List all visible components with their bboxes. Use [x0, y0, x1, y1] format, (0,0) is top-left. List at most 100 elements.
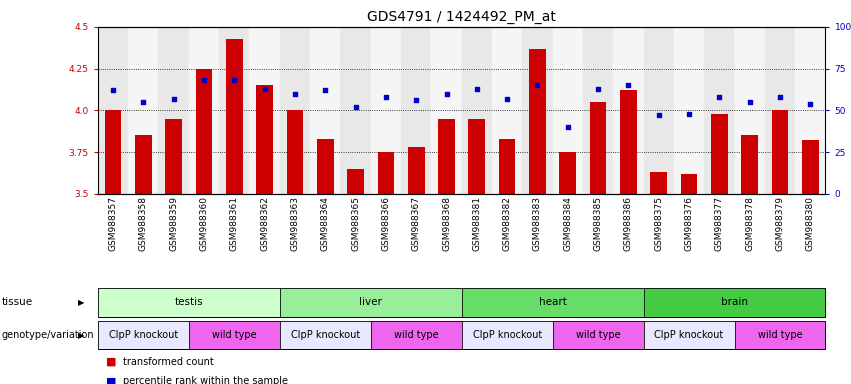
Point [774, 94, 787, 100]
Text: ▶: ▶ [78, 331, 85, 339]
Text: ClpP knockout: ClpP knockout [291, 330, 360, 340]
Text: ClpP knockout: ClpP knockout [654, 330, 723, 340]
Bar [98, 321, 189, 349]
Bar [523, 27, 552, 194]
Bar [643, 288, 825, 317]
Point [318, 87, 332, 93]
Bar [280, 321, 371, 349]
Point [591, 86, 605, 92]
Bar [189, 321, 280, 349]
Bar [765, 27, 795, 194]
Text: GSM988380: GSM988380 [806, 196, 814, 251]
Bar [226, 38, 243, 194]
Bar [105, 111, 122, 194]
Point [409, 97, 423, 103]
Title: GDS4791 / 1424492_PM_at: GDS4791 / 1424492_PM_at [368, 10, 556, 25]
Bar [802, 141, 819, 194]
Bar [499, 139, 516, 194]
Text: GSM988365: GSM988365 [351, 196, 360, 251]
Bar [378, 152, 394, 194]
Text: GSM988359: GSM988359 [169, 196, 178, 251]
Bar [135, 136, 151, 194]
Bar [431, 27, 461, 194]
Text: wild type: wild type [212, 330, 257, 340]
Bar [129, 27, 158, 194]
Text: GSM988357: GSM988357 [109, 196, 117, 251]
Text: GSM988364: GSM988364 [321, 196, 329, 251]
Bar [529, 49, 545, 194]
Bar [614, 27, 643, 194]
Bar [280, 288, 461, 317]
Bar [674, 27, 704, 194]
Text: GSM988385: GSM988385 [594, 196, 603, 251]
Bar [552, 27, 583, 194]
Text: ClpP knockout: ClpP knockout [109, 330, 178, 340]
Point [167, 96, 180, 102]
Bar [734, 321, 825, 349]
Text: GSM988379: GSM988379 [775, 196, 785, 251]
Bar [438, 119, 454, 194]
Bar [741, 136, 758, 194]
Point [531, 82, 545, 88]
Bar [408, 147, 425, 194]
Bar [371, 321, 461, 349]
Bar [469, 119, 485, 194]
Point [440, 91, 454, 97]
Bar [158, 27, 189, 194]
Text: wild type: wild type [394, 330, 438, 340]
Text: GSM988363: GSM988363 [290, 196, 300, 251]
Text: tissue: tissue [2, 297, 33, 308]
Text: GSM988360: GSM988360 [199, 196, 208, 251]
Bar [643, 321, 734, 349]
Bar [681, 174, 697, 194]
Bar [704, 27, 734, 194]
Text: percentile rank within the sample: percentile rank within the sample [123, 376, 288, 384]
Text: ▶: ▶ [78, 298, 85, 307]
Bar [461, 321, 552, 349]
Bar [256, 85, 273, 194]
Text: wild type: wild type [757, 330, 802, 340]
Text: GSM988386: GSM988386 [624, 196, 633, 251]
Bar [340, 27, 371, 194]
Point [106, 87, 120, 93]
Bar [711, 114, 728, 194]
Text: ■: ■ [106, 376, 117, 384]
Text: GSM988382: GSM988382 [503, 196, 511, 251]
Point [136, 99, 150, 105]
Point [227, 77, 241, 83]
Bar [590, 102, 607, 194]
Point [743, 99, 757, 105]
Bar [347, 169, 364, 194]
Point [288, 91, 302, 97]
Text: brain: brain [721, 297, 748, 308]
Bar [98, 288, 280, 317]
Bar [98, 27, 129, 194]
Bar [461, 288, 643, 317]
Bar [461, 27, 492, 194]
Bar [310, 27, 340, 194]
Bar [559, 152, 576, 194]
Point [349, 104, 363, 110]
Text: GSM988362: GSM988362 [260, 196, 269, 251]
Text: GSM988366: GSM988366 [381, 196, 391, 251]
Point [470, 86, 483, 92]
Text: liver: liver [359, 297, 382, 308]
Bar [620, 90, 637, 194]
Text: GSM988367: GSM988367 [412, 196, 420, 251]
Text: GSM988378: GSM988378 [745, 196, 754, 251]
Bar [165, 119, 182, 194]
Bar [196, 69, 212, 194]
Point [803, 101, 817, 107]
Bar [650, 172, 667, 194]
Point [197, 77, 211, 83]
Bar [287, 111, 303, 194]
Text: ■: ■ [106, 357, 117, 367]
Bar [552, 321, 643, 349]
Bar [220, 27, 249, 194]
Bar [280, 27, 310, 194]
Text: transformed count: transformed count [123, 357, 214, 367]
Point [379, 94, 392, 100]
Point [621, 82, 635, 88]
Point [258, 86, 271, 92]
Text: GSM988376: GSM988376 [684, 196, 694, 251]
